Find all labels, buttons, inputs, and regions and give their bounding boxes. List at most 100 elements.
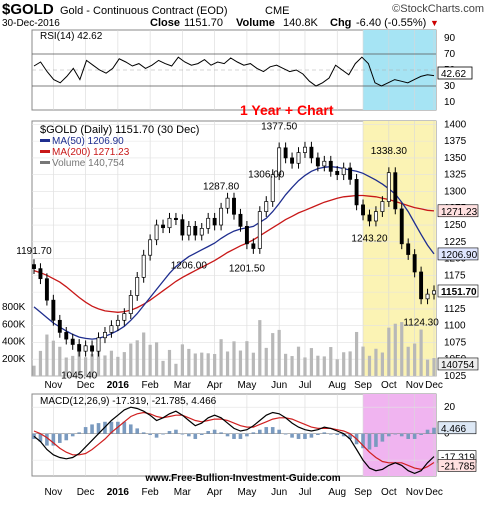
price-annotation: 1306.00 bbox=[248, 169, 285, 180]
price-candle bbox=[90, 345, 95, 352]
macd-histogram-bar bbox=[77, 432, 81, 434]
volume-bar bbox=[103, 355, 107, 376]
macd-histogram-bar bbox=[374, 433, 378, 447]
macd-histogram-bar bbox=[425, 429, 430, 434]
volume-bar bbox=[329, 347, 333, 376]
price-y-tick-label: 1400 bbox=[444, 119, 467, 130]
macd-histogram-bar bbox=[264, 427, 269, 434]
price-candle bbox=[173, 217, 178, 220]
price-candle bbox=[290, 157, 295, 164]
price-candle bbox=[57, 319, 62, 333]
price-legend: $GOLD (Daily) 1151.70 (30 Dec)MA(50) 120… bbox=[40, 124, 199, 169]
macd-histogram-bar bbox=[83, 427, 88, 434]
price-candle bbox=[412, 254, 417, 273]
price-candle bbox=[315, 157, 320, 167]
rsi-line-group bbox=[33, 56, 435, 87]
rsi-last-value: 42.62 bbox=[441, 69, 466, 80]
volume-bar bbox=[432, 358, 436, 376]
volume-bar bbox=[419, 329, 423, 376]
macd-histogram-bar bbox=[328, 433, 333, 435]
macd-histogram-bar bbox=[238, 433, 243, 439]
price-y-tick-label: 1325 bbox=[444, 170, 467, 181]
brand-logo: ©StockCharts.com bbox=[392, 3, 484, 15]
price-candle bbox=[44, 278, 49, 301]
x-tick-label: Aug bbox=[328, 487, 346, 498]
volume-bar bbox=[51, 340, 55, 376]
price-candle bbox=[64, 332, 69, 340]
price-y-tick-label: 1375 bbox=[444, 136, 467, 147]
price-annotation: 1287.80 bbox=[203, 182, 240, 193]
macd-histogram-bar bbox=[309, 433, 314, 438]
x-tick-label: Dec bbox=[425, 487, 443, 498]
volume-y-tick-label: 200K bbox=[2, 354, 26, 365]
macd-histogram-bar bbox=[419, 433, 423, 435]
date-label: 30-Dec-2016 bbox=[2, 18, 60, 29]
price-candle bbox=[303, 146, 307, 153]
rsi-y-tick-label: 30 bbox=[444, 81, 456, 92]
price-candle bbox=[193, 226, 198, 236]
price-bars bbox=[32, 141, 436, 357]
volume-bar bbox=[232, 341, 236, 376]
price-annotation: 1206.00 bbox=[171, 261, 208, 272]
macd-histogram-bar bbox=[122, 421, 127, 434]
macd-histogram-bar bbox=[148, 433, 152, 435]
price-candle bbox=[199, 228, 204, 236]
macd-histogram-bar bbox=[154, 433, 159, 438]
macd-histogram-bar bbox=[64, 433, 69, 441]
macd-histogram-bar bbox=[348, 433, 352, 439]
macd-histogram-bar bbox=[283, 433, 288, 435]
price-label-box bbox=[437, 284, 479, 298]
volume-bar bbox=[64, 357, 68, 376]
x-tick-label: Apr bbox=[207, 487, 223, 498]
website-watermark: www.Free-Bullion-Investment-Guide.com bbox=[144, 473, 340, 484]
macd-legend: MACD(12,26,9) -17.319, -21.785, 4.466 bbox=[40, 396, 217, 407]
price-candle bbox=[367, 214, 372, 222]
x-tick-label: Sep bbox=[354, 487, 372, 498]
x-tick-label: Feb bbox=[142, 487, 160, 498]
rsi-grid bbox=[32, 30, 436, 110]
volume-bar bbox=[154, 342, 159, 376]
volume-y-tick-label: 400K bbox=[2, 337, 26, 348]
x-tick-label: Apr bbox=[207, 380, 223, 391]
volume-bar bbox=[116, 356, 120, 376]
volume-bar bbox=[109, 350, 114, 376]
macd-histogram-bar bbox=[70, 433, 75, 437]
legend-swatch bbox=[40, 139, 50, 142]
price-candle bbox=[270, 174, 275, 202]
macd-label-box bbox=[437, 459, 477, 472]
price-candle bbox=[251, 243, 256, 249]
macd-histogram-bar bbox=[109, 421, 114, 434]
legend-swatch bbox=[40, 161, 50, 164]
ma200-line bbox=[33, 194, 435, 313]
price-candle bbox=[206, 217, 211, 229]
macd-histogram-bar bbox=[212, 429, 217, 434]
macd-histogram-bar bbox=[167, 431, 172, 434]
x-tick-label: 2016 bbox=[107, 380, 130, 391]
price-annotation: 1338.30 bbox=[371, 146, 408, 157]
macd-histogram-bar bbox=[206, 431, 210, 434]
price-panel: 1400137513501325130012751250122512001175… bbox=[2, 102, 479, 382]
volume-bar bbox=[213, 353, 217, 376]
volume-value: 140.8K bbox=[283, 17, 319, 29]
price-candle bbox=[380, 201, 385, 212]
macd-y-tick-label: 20 bbox=[444, 402, 456, 413]
x-tick-label: Oct bbox=[381, 380, 397, 391]
volume-bar bbox=[251, 352, 255, 376]
price-annotation: 1124.30 bbox=[403, 317, 439, 328]
volume-bar bbox=[122, 352, 126, 376]
x-tick-label: 2016 bbox=[107, 487, 130, 498]
macd-signal-line bbox=[33, 411, 435, 471]
volume-bar bbox=[135, 340, 139, 376]
volume-bar bbox=[277, 329, 281, 376]
macd-label-text: -17.319 bbox=[441, 453, 475, 464]
volume-bar bbox=[342, 352, 346, 376]
x-tick-label: Nov bbox=[406, 380, 424, 391]
macd-histogram-bar bbox=[45, 433, 49, 446]
macd-histogram-bar bbox=[58, 433, 62, 443]
macd-histogram-bar bbox=[412, 433, 417, 439]
volume-bar bbox=[348, 351, 352, 376]
volume-y-tick-label: 600K bbox=[2, 319, 26, 330]
volume-bar bbox=[309, 348, 314, 376]
volume-bar bbox=[296, 346, 301, 376]
